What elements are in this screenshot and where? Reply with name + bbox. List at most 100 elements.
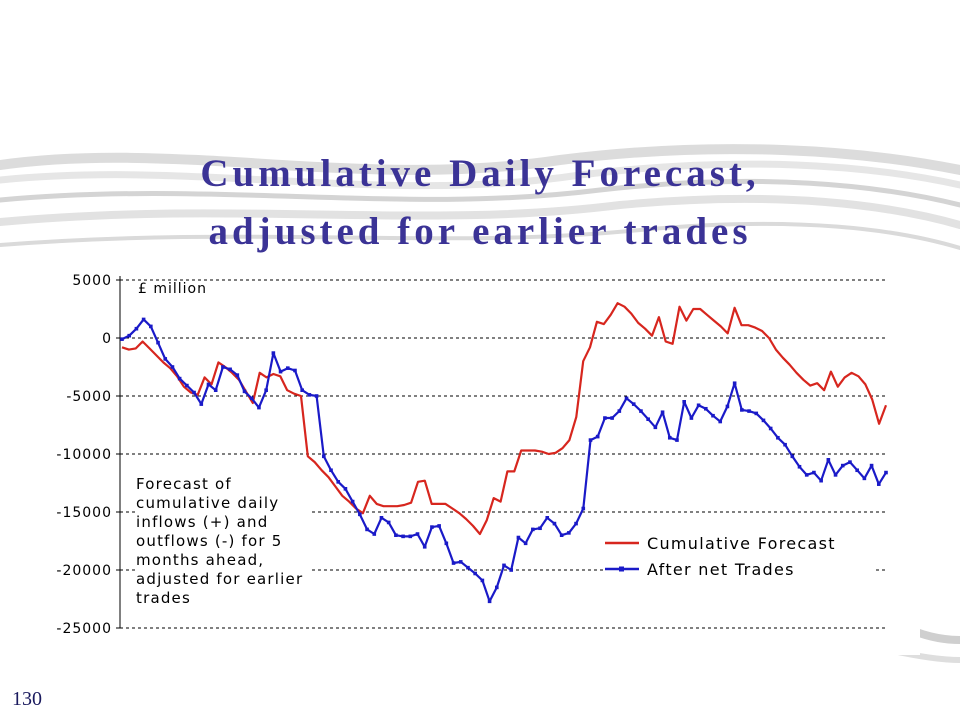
series-1-point-89	[761, 418, 766, 423]
series-1-point-103	[862, 476, 867, 481]
series-1-point-40	[408, 534, 413, 539]
series-1-point-59	[545, 516, 550, 520]
series-1-point-66	[595, 434, 600, 439]
y-tick-label-0: 5000	[72, 273, 112, 289]
series-1-point-85	[732, 381, 737, 386]
series-1-point-45	[444, 541, 449, 546]
series-1-point-62	[567, 531, 571, 535]
series-1-point-19	[257, 405, 261, 410]
series-1-point-1	[127, 333, 132, 338]
series-1-point-32	[350, 499, 355, 504]
series-1-point-63	[574, 521, 578, 526]
series-1-point-67	[603, 416, 607, 420]
page-number: 130	[12, 688, 42, 710]
series-1-point-82	[711, 413, 715, 418]
title-line-2: adjusted for earlier trades	[208, 210, 752, 253]
y-tick-label-3: -10000	[56, 447, 112, 463]
series-1-point-78	[682, 400, 686, 404]
y-tick-label-1: 0	[102, 331, 112, 347]
series-1-point-15	[228, 367, 232, 372]
series-1-point-21	[271, 351, 276, 355]
series-1-point-61	[559, 533, 564, 537]
series-1-point-58	[538, 526, 542, 531]
series-1-point-54	[509, 568, 514, 572]
series-1-point-48	[466, 565, 470, 570]
series-1-point-5	[156, 340, 160, 345]
series-1-point-25	[300, 388, 304, 392]
series-1-point-68	[610, 416, 614, 420]
series-1-point-83	[718, 419, 723, 424]
series-1-point-75	[660, 410, 665, 415]
series-1-point-100	[840, 463, 845, 468]
unit-label: £ million	[138, 281, 207, 297]
chart-annotation: Forecast of cumulative daily inflows (+)…	[136, 475, 311, 608]
series-1-point-2	[134, 326, 139, 331]
series-1-point-50	[480, 578, 485, 583]
series-layer	[120, 302, 888, 604]
series-1-point-90	[768, 426, 773, 431]
series-1-point-30	[336, 480, 341, 484]
axis-layer: 5000 0 -5000 -10000 -15000 -20000 -25000	[56, 273, 121, 637]
legend-label-trades: After net Trades	[647, 559, 795, 579]
series-1-point-44	[437, 524, 441, 528]
series-1-point-17	[242, 389, 247, 394]
series-1-point-13	[213, 388, 218, 392]
series-1-point-71	[631, 402, 636, 406]
series-1-point-28	[322, 454, 326, 459]
series-1-point-41	[415, 532, 420, 536]
legend-item-trades: After net Trades	[605, 556, 875, 582]
series-1-point-94	[797, 464, 802, 469]
series-1-point-51	[487, 599, 492, 604]
series-1-point-91	[776, 435, 780, 440]
series-1-point-6	[163, 357, 168, 361]
legend-swatch-trades	[605, 563, 639, 575]
series-1-point-64	[581, 506, 586, 511]
series-1-point-55	[516, 535, 521, 540]
title-line-1: Cumulative Daily Forecast,	[200, 152, 760, 195]
series-1-point-31	[343, 487, 348, 491]
series-1-point-52	[494, 585, 499, 590]
series-1-point-34	[365, 527, 369, 532]
series-1-point-39	[401, 534, 405, 539]
legend-swatch-forecast	[605, 537, 639, 549]
series-1-point-56	[523, 541, 528, 546]
series-1-point-72	[639, 409, 643, 413]
series-1-point-96	[812, 470, 816, 475]
series-1-point-102	[855, 468, 859, 473]
series-1-point-105	[876, 482, 881, 486]
series-1-point-16	[235, 373, 240, 377]
series-1-point-4	[149, 324, 153, 329]
series-1-point-81	[704, 406, 708, 411]
series-1-point-79	[689, 416, 694, 420]
series-1-point-87	[747, 409, 751, 413]
series-1-point-70	[624, 396, 629, 401]
series-1-point-36	[379, 516, 384, 520]
series-1-point-57	[531, 527, 535, 532]
series-1-point-11	[199, 402, 204, 406]
legend-label-forecast: Cumulative Forecast	[647, 533, 836, 553]
series-1-point-47	[458, 560, 463, 564]
series-1-point-7	[170, 365, 175, 369]
series-1-point-99	[833, 473, 838, 477]
series-1-point-53	[502, 563, 506, 568]
series-1-point-0	[120, 337, 124, 341]
series-1-point-97	[819, 478, 823, 483]
series-1-point-23	[285, 366, 290, 370]
series-1-point-8	[177, 376, 182, 381]
series-1-point-12	[206, 382, 211, 387]
series-1-point-22	[278, 369, 283, 374]
y-tick-label-6: -25000	[56, 621, 112, 637]
series-1-point-35	[372, 532, 377, 536]
series-1-point-69	[617, 409, 622, 413]
series-1-point-38	[394, 533, 398, 537]
legend-item-forecast: Cumulative Forecast	[605, 530, 875, 556]
series-1-point-33	[358, 512, 362, 517]
series-1-point-93	[790, 454, 795, 459]
series-1-point-84	[725, 404, 730, 409]
series-1-point-65	[588, 438, 593, 442]
y-tick-label-2: -5000	[66, 389, 112, 405]
series-1-point-49	[473, 571, 477, 576]
series-1-point-43	[430, 525, 434, 529]
series-1-point-60	[552, 521, 557, 526]
series-1-point-3	[141, 317, 146, 322]
